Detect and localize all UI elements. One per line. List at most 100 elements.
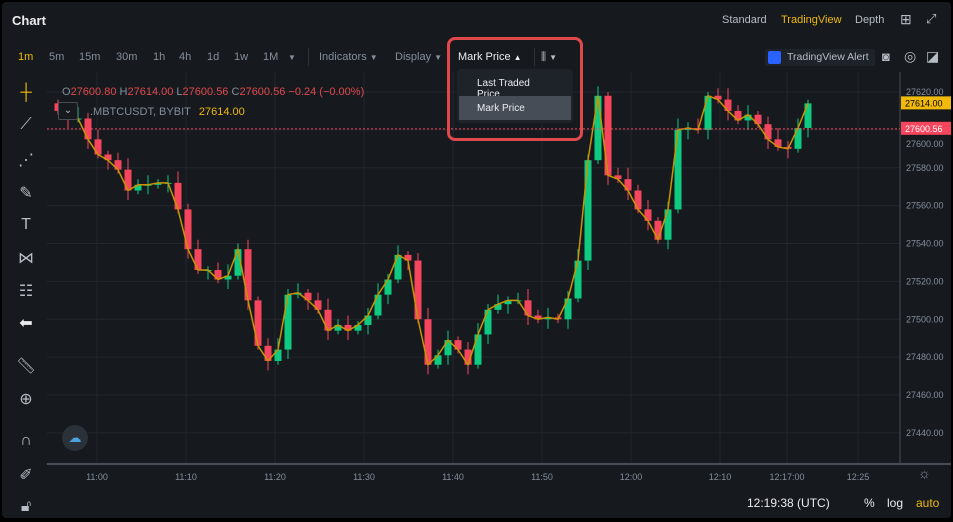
indicators-label: Indicators <box>319 51 367 63</box>
display-button[interactable]: Display ▼ <box>395 51 442 63</box>
interval-30m[interactable]: 30m <box>116 51 138 63</box>
price-tick-label: 27600.00 <box>906 139 944 149</box>
time-tick-label: 11:10 <box>175 472 197 482</box>
ruler-icon[interactable]: 📏︎ <box>15 358 37 375</box>
price-type-dropdown: Last Traded Price Mark Price <box>457 69 573 123</box>
axis-settings-icon[interactable]: ☼ <box>918 465 931 481</box>
interval-1M[interactable]: 1M <box>263 51 279 63</box>
interval-1d[interactable]: 1d <box>207 51 220 63</box>
price-type-label: Mark Price <box>458 51 511 63</box>
candle-body <box>294 292 302 295</box>
ohlc-legend: O27600.80 H27614.00 L27600.56 C27600.56 … <box>62 86 364 98</box>
chart-type-button[interactable]: ⫼ ▼ <box>541 51 557 64</box>
magnet-icon[interactable]: ∩ <box>20 432 32 449</box>
settings-icon[interactable]: ◎ <box>904 48 917 64</box>
candle-body <box>434 355 442 365</box>
indicators-button[interactable]: Indicators ▼ <box>319 51 378 63</box>
crosshair-icon[interactable]: ┼ <box>20 84 32 101</box>
back-arrow-icon[interactable]: ⬅ <box>19 315 33 332</box>
interval-1w[interactable]: 1w <box>234 51 249 63</box>
tradingview-alert-button[interactable]: TradingView Alert <box>765 49 875 66</box>
price-tick-label: 27500.00 <box>906 314 944 324</box>
tv-alert-label: TradingView Alert <box>787 51 869 63</box>
interval-15m[interactable]: 15m <box>79 51 101 63</box>
log-toggle[interactable]: log <box>887 496 904 510</box>
price-tick-label: 27480.00 <box>906 352 944 362</box>
camera-icon[interactable]: ◙ <box>882 49 890 64</box>
candle-body <box>584 160 592 261</box>
price-tick-label: 27540.00 <box>906 239 944 249</box>
percent-toggle[interactable]: % <box>864 496 875 510</box>
fib-tool-icon[interactable]: ⋰ <box>18 152 34 169</box>
lock-drawing-icon[interactable]: ✐ <box>19 467 33 484</box>
mark-price-line <box>57 94 809 367</box>
interval-1h[interactable]: 1h <box>153 51 166 63</box>
collapse-legend-button[interactable]: ⌄ <box>58 102 78 120</box>
unlock-icon[interactable]: 🔓︎ <box>20 498 32 515</box>
candle-body <box>334 324 342 331</box>
interval-5m[interactable]: 5m <box>49 51 65 63</box>
candle-body <box>374 294 382 316</box>
time-tick-label: 11:00 <box>86 472 108 482</box>
chart-layout-icon[interactable]: ◪ <box>926 48 940 64</box>
symbol-line: .MBTCUSDT, BYBIT 27614.00 <box>90 106 245 118</box>
candle-body <box>634 190 642 210</box>
candle-body <box>324 309 332 331</box>
tab-depth[interactable]: Depth <box>855 14 885 26</box>
highlight-box <box>447 37 583 141</box>
tab-tradingview[interactable]: TradingView <box>781 14 842 26</box>
interval-more-caret-icon[interactable]: ▼ <box>288 53 296 62</box>
interval-4h[interactable]: 4h <box>179 51 192 63</box>
price-tick-label: 27520.00 <box>906 276 944 286</box>
candle-body <box>594 95 602 161</box>
caret-up-icon: ▲ <box>513 53 522 62</box>
time-tick-label: 11:40 <box>442 472 464 482</box>
candle-body <box>654 220 662 240</box>
candle-body <box>524 300 532 316</box>
candle-body <box>244 249 252 301</box>
candle-body <box>484 309 492 335</box>
grid-layout-icon[interactable]: ⊞ <box>900 11 912 27</box>
text-tool-icon[interactable]: T <box>21 216 31 233</box>
auto-toggle[interactable]: auto <box>916 496 940 510</box>
symbol-label: .MBTCUSDT, BYBIT <box>90 106 191 118</box>
fullscreen-icon[interactable]: ⤢ <box>926 11 937 26</box>
trend-line-icon[interactable]: ⟋ <box>20 116 32 133</box>
dropdown-item-mark-price[interactable]: Mark Price <box>459 96 571 120</box>
candle-body <box>404 254 412 261</box>
candle-body <box>234 249 242 276</box>
candle-body <box>714 95 722 100</box>
candle-body <box>304 292 312 301</box>
alarm-clock-icon <box>768 51 781 64</box>
pattern-tool-icon[interactable]: ⋈ <box>18 250 34 267</box>
caret-down-icon: ▼ <box>369 53 378 62</box>
candle-body <box>464 349 472 365</box>
price-tick-label: 27560.00 <box>906 201 944 211</box>
candle-body <box>624 179 632 191</box>
candle-body <box>534 315 542 320</box>
dropdown-item-last-traded-price[interactable]: Last Traded Price <box>477 78 530 100</box>
candle-body <box>754 114 762 125</box>
low-label: L <box>176 86 183 98</box>
candle-body <box>284 294 292 350</box>
candle-body <box>764 124 772 140</box>
time-tick-label: 12:10 <box>709 472 732 482</box>
candle-body <box>114 160 122 170</box>
candle-body <box>124 169 132 191</box>
close-label: C <box>231 86 240 98</box>
brush-icon[interactable]: ✎ <box>19 185 33 202</box>
clock-utc: 12:19:38 (UTC) <box>747 496 830 510</box>
time-tick-label: 11:50 <box>531 472 553 482</box>
candle-body <box>314 300 322 310</box>
price-type-button[interactable]: Mark Price ▲ <box>458 51 522 63</box>
candle-body <box>134 184 142 191</box>
symbol-last-price: 27614.00 <box>198 106 245 118</box>
tab-standard[interactable]: Standard <box>722 14 767 26</box>
zoom-in-icon[interactable]: ⊕ <box>19 391 33 408</box>
candle-body <box>414 260 422 320</box>
prediction-tool-icon[interactable]: ☷ <box>18 283 34 300</box>
candle-body <box>564 298 572 320</box>
low-value: 27600.56 <box>182 86 229 98</box>
interval-1m[interactable]: 1m <box>18 51 34 63</box>
